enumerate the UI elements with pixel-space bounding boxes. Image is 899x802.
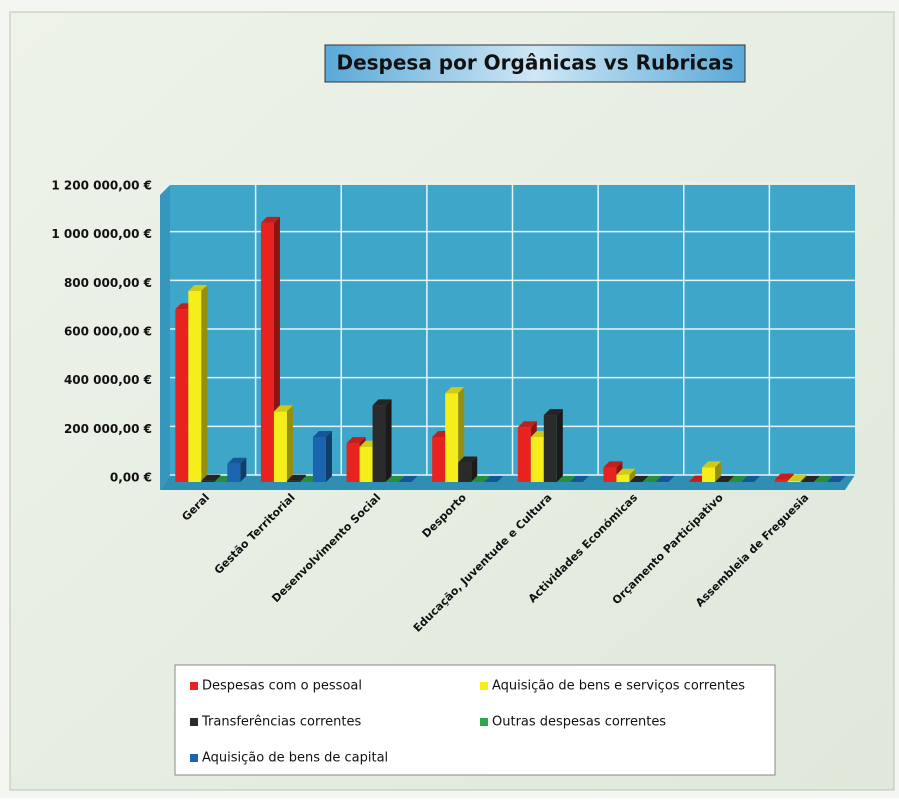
legend-label: Aquisição de bens de capital bbox=[202, 751, 388, 766]
bar-side bbox=[326, 431, 332, 482]
y-tick-label: 1 000 000,00 € bbox=[51, 227, 152, 241]
chart-title: Despesa por Orgânicas vs Rubricas bbox=[336, 51, 733, 75]
legend-label: Outras despesas correntes bbox=[492, 715, 666, 730]
bar bbox=[458, 463, 471, 482]
bar-side bbox=[386, 399, 392, 482]
y-tick-label: 800 000,00 € bbox=[64, 276, 152, 290]
bar-side bbox=[287, 405, 293, 482]
bar bbox=[544, 415, 557, 482]
y-tick-label: 1 200 000,00 € bbox=[51, 179, 152, 193]
legend-swatch bbox=[190, 754, 198, 762]
legend-swatch bbox=[480, 718, 488, 726]
legend-swatch bbox=[190, 718, 198, 726]
bar bbox=[373, 405, 386, 482]
side-wall bbox=[160, 185, 170, 490]
bar bbox=[445, 393, 458, 482]
y-tick-label: 0,00 € bbox=[110, 471, 152, 485]
bar-side bbox=[201, 285, 207, 482]
bar bbox=[175, 309, 188, 482]
bar bbox=[201, 481, 214, 482]
bar bbox=[603, 467, 616, 482]
bar bbox=[261, 223, 274, 482]
bar bbox=[287, 481, 300, 482]
legend-swatch bbox=[190, 682, 198, 690]
bar bbox=[313, 437, 326, 482]
bar bbox=[702, 467, 715, 482]
y-tick-label: 200 000,00 € bbox=[64, 422, 152, 436]
bar bbox=[347, 443, 360, 482]
legend-label: Despesas com o pessoal bbox=[202, 679, 362, 694]
legend-swatch bbox=[480, 682, 488, 690]
legend-label: Transferências correntes bbox=[201, 715, 361, 730]
bar bbox=[188, 291, 201, 482]
bar bbox=[432, 437, 445, 482]
bar bbox=[227, 464, 240, 482]
bar-side bbox=[557, 409, 563, 482]
bar bbox=[274, 411, 287, 482]
y-tick-label: 400 000,00 € bbox=[64, 373, 152, 387]
bar bbox=[616, 475, 629, 482]
y-tick-label: 600 000,00 € bbox=[64, 325, 152, 339]
bar bbox=[531, 437, 544, 482]
bar bbox=[788, 481, 801, 482]
bar bbox=[775, 480, 788, 482]
bar bbox=[360, 447, 373, 482]
bar bbox=[518, 427, 531, 482]
legend-label: Aquisição de bens e serviços correntes bbox=[492, 679, 745, 694]
